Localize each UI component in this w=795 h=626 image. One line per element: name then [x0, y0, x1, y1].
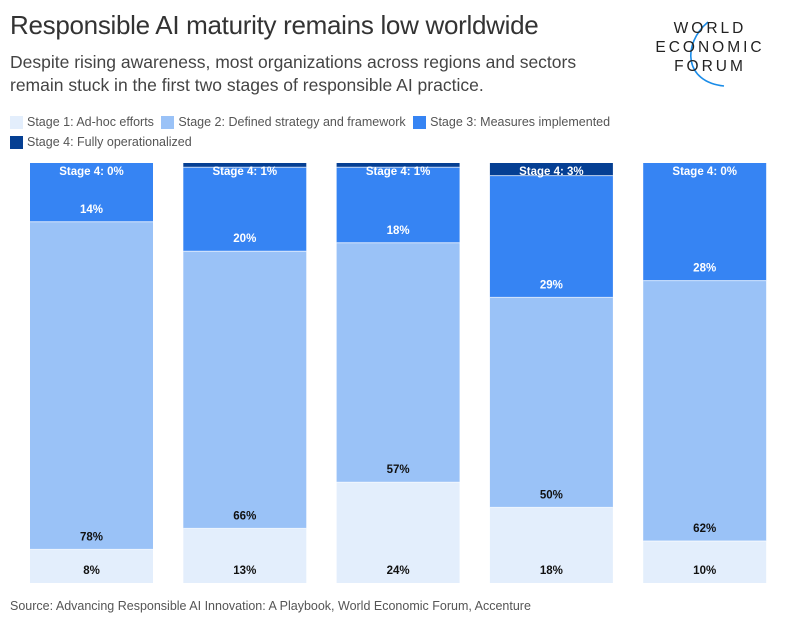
bar-segment-stage3-3 [336, 167, 460, 243]
data-label-stage3-4: 29% [540, 279, 563, 291]
data-label-stage3-2: 20% [233, 233, 256, 245]
data-label-stage1-5: 10% [693, 565, 716, 577]
data-label-stage1-4: 18% [540, 565, 563, 577]
bar-group-4: 18% 50% 29% Stage 4: 3% [489, 163, 613, 583]
bar-segment-stage4-3 [336, 163, 460, 168]
bar-segment-stage3-4 [489, 175, 613, 298]
bar-segment-stage1-5 [643, 541, 767, 583]
bar-group-5: 10% 62% 28% Stage 4: 0% [643, 163, 767, 583]
bar-segment-stage1-1 [30, 549, 153, 583]
logo-arc-icon [690, 21, 725, 87]
bar-segment-stage3-5 [643, 163, 767, 281]
data-label-stage2-3: 57% [387, 464, 410, 476]
data-label-stage3-3: 18% [387, 225, 410, 237]
bar-group-2: 13% 66% 20% Stage 4: 1% [183, 163, 307, 583]
data-label-stage1-1: 8% [83, 565, 100, 577]
legend-label-stage3: Stage 3: Measures implemented [430, 115, 611, 129]
bar-group-3: 24% 57% 18% Stage 4: 1% [336, 163, 460, 583]
legend-label-stage1: Stage 1: Ad-hoc efforts [27, 115, 154, 129]
legend-swatch-stage2 [161, 116, 175, 129]
bar-segment-stage1-3 [336, 482, 460, 583]
chart-title: Responsible AI maturity remains low worl… [10, 10, 539, 40]
bar-segment-stage3-1 [30, 163, 153, 222]
bar-segment-stage4-2 [183, 163, 307, 168]
data-label-stage3-1: 14% [80, 204, 103, 216]
data-label-stage1-3: 24% [387, 565, 410, 577]
data-label-stage2-5: 62% [693, 523, 716, 535]
bar-segment-stage2-3 [336, 242, 460, 483]
bar-segment-stage3-2 [183, 167, 307, 252]
data-label-stage1-2: 13% [233, 565, 256, 577]
bar-segment-stage2-2 [183, 251, 307, 529]
bar-segment-stage1-4 [489, 507, 613, 583]
data-label-stage2-2: 66% [233, 510, 256, 522]
data-label-stage3-5: 28% [693, 263, 716, 275]
bar-segment-stage1-2 [183, 528, 307, 583]
legend-item-stage1: Stage 1: Ad-hoc efforts [10, 114, 154, 131]
chart-legend: Stage 1: Ad-hoc efforts Stage 2: Defined… [10, 114, 690, 154]
logo-line-world: WORLD [673, 20, 747, 37]
logo-line-forum: FORUM [674, 58, 746, 75]
legend-item-stage2: Stage 2: Defined strategy and framework [161, 114, 406, 131]
data-label-stage2-1: 78% [80, 531, 103, 543]
bar-segment-stage4-4 [489, 163, 613, 176]
legend-item-stage3: Stage 3: Measures implemented [413, 114, 610, 131]
data-label-stage2-4: 50% [540, 489, 563, 501]
data-label-stage4-2: Stage 4: 1% [213, 166, 278, 178]
bar-group-1: 8% 78% 14% Stage 4: 0% [30, 163, 153, 583]
data-label-stage4-1: Stage 4: 0% [59, 166, 124, 178]
legend-label-stage2: Stage 2: Defined strategy and framework [178, 115, 406, 129]
bar-segment-stage2-4 [489, 297, 613, 508]
data-label-stage4-3: Stage 4: 1% [366, 166, 431, 178]
bar-segment-stage2-1 [30, 221, 153, 550]
legend-item-stage4: Stage 4: Fully operationalized [10, 134, 192, 151]
legend-swatch-stage1 [10, 116, 23, 129]
data-label-stage4-5: Stage 4: 0% [672, 166, 737, 178]
legend-label-stage4: Stage 4: Fully operationalized [27, 135, 192, 149]
chart-subtitle: Despite rising awareness, most organizat… [10, 52, 577, 95]
legend-swatch-stage4 [10, 136, 23, 149]
logo-line-economic: ECONOMIC [655, 39, 765, 56]
bar-segment-stage2-5 [643, 280, 767, 541]
wef-logo: WORLD ECONOMIC FORUM [640, 14, 780, 94]
legend-swatch-stage3 [413, 116, 427, 129]
source-note: Source: Advancing Responsible AI Innovat… [10, 599, 531, 613]
data-label-stage4-4: Stage 4: 3% [519, 166, 584, 178]
